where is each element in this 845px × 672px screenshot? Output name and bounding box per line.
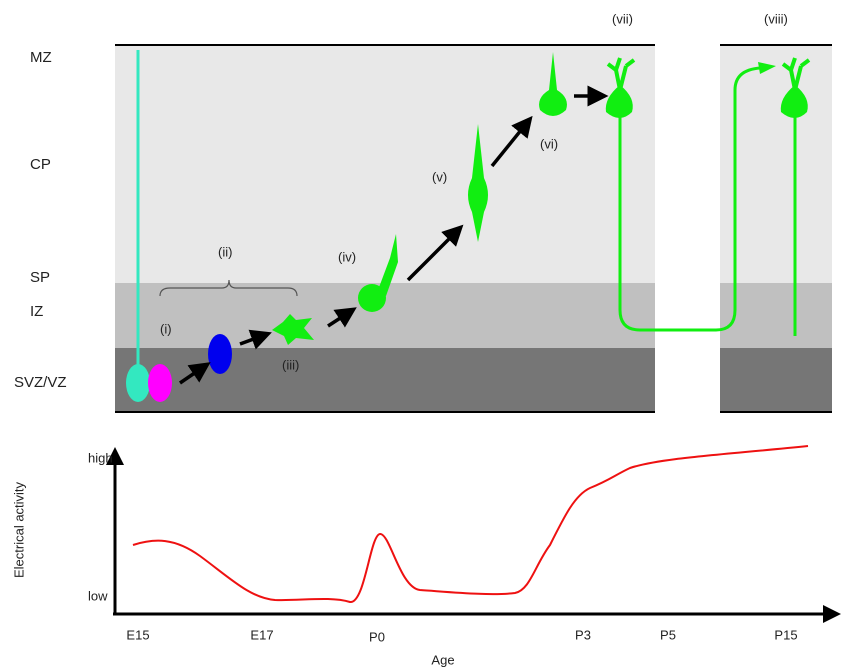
stage-label: (iii) bbox=[282, 357, 299, 372]
stage-label: (i) bbox=[160, 321, 172, 336]
age-label: P0 bbox=[369, 629, 385, 644]
layer-label: SVZ/VZ bbox=[14, 374, 67, 391]
stage-label: (viii) bbox=[764, 11, 788, 26]
cortex-panel bbox=[115, 45, 655, 412]
layer-label: CP bbox=[30, 156, 51, 173]
stage-label: (vi) bbox=[540, 136, 558, 151]
age-label: E15 bbox=[126, 627, 149, 642]
age-label: P15 bbox=[774, 627, 797, 642]
figure: MZ CP SP IZ SVZ/VZ (i) (ii) (iii) (iv) (… bbox=[0, 0, 845, 672]
activity-curve bbox=[133, 446, 808, 602]
stage-label: (v) bbox=[432, 169, 447, 184]
layer-label: IZ bbox=[30, 303, 43, 320]
y-high-label: high bbox=[88, 450, 113, 465]
age-label: P5 bbox=[660, 627, 676, 642]
x-axis-label: Age bbox=[431, 652, 454, 667]
age-label: P3 bbox=[575, 627, 591, 642]
layer-label: SP bbox=[30, 269, 50, 286]
age-label: E17 bbox=[250, 627, 273, 642]
y-axis-label: Electrical activity bbox=[11, 481, 26, 578]
cortex-panel-later bbox=[720, 45, 832, 412]
stage-label: (vii) bbox=[612, 11, 633, 26]
layer-label: MZ bbox=[30, 49, 52, 66]
y-low-label: low bbox=[88, 588, 108, 603]
stage-label: (ii) bbox=[218, 244, 232, 259]
stage-label: (iv) bbox=[338, 249, 356, 264]
activity-graph bbox=[113, 446, 832, 614]
